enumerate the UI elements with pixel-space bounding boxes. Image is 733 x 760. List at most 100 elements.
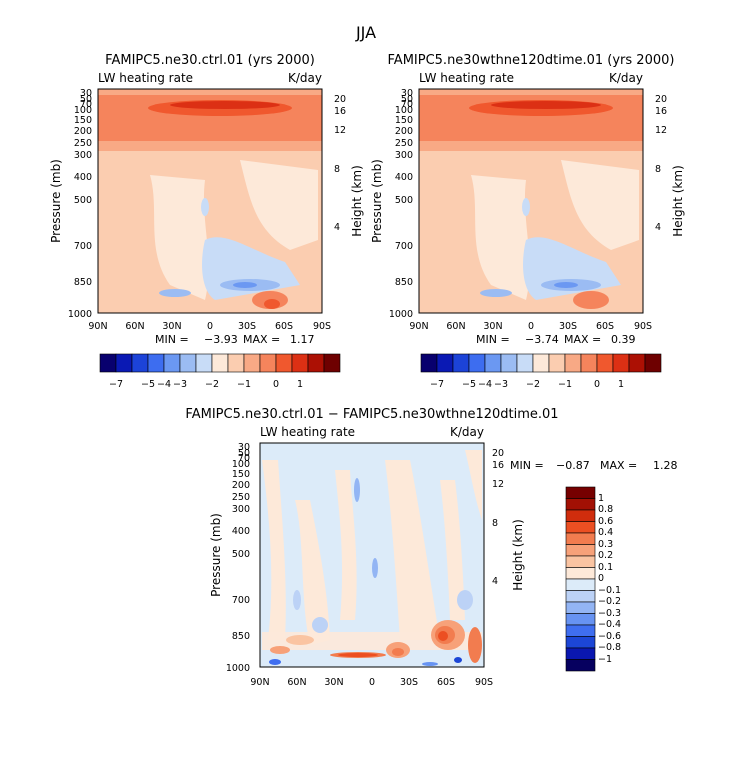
y2-ticks: 20 16 12 8 4 xyxy=(655,94,667,233)
colorbar-swatch xyxy=(596,353,614,373)
colorbar-swatch xyxy=(275,353,293,373)
x-ticks: 90N 60N 30N 0 30S 60S 90S xyxy=(409,321,652,332)
colorbar-swatch xyxy=(436,353,454,373)
y2-tick-label: 8 xyxy=(492,518,498,529)
y-axis-label: Pressure (mb) xyxy=(49,159,63,243)
fill-cool-spot-g xyxy=(454,657,462,663)
y-tick-label: 100 xyxy=(232,459,250,470)
fill-cool-core-c xyxy=(233,282,257,288)
y-ticks: 30 50 70 100 150 200 250 300 400 500 700… xyxy=(389,88,413,320)
fill-cool-spot-a xyxy=(354,478,360,502)
y2-axis-label: Height (km) xyxy=(350,165,364,236)
colorbar-swatch xyxy=(243,353,261,373)
fill-warm-line-core xyxy=(338,653,378,657)
y-tick-label: 400 xyxy=(232,526,250,537)
fill-subtropic-warm xyxy=(573,291,609,309)
y-ticks: 30 50 70 100 150 200 250 300 400 500 700… xyxy=(226,442,250,674)
colorbar-label: −4 xyxy=(157,379,171,390)
x-tick-label: 30S xyxy=(559,321,577,332)
x-tick-label: 60N xyxy=(125,321,144,332)
y2-tick-label: 4 xyxy=(492,576,498,587)
colorbar-label: 0 xyxy=(273,379,279,390)
colorbar-label: −0.6 xyxy=(598,631,621,642)
colorbar-labels: −7 −5 −4 −3 −2 −1 0 1 xyxy=(109,379,303,390)
fill-mid-light xyxy=(150,175,209,300)
fill-warm-band-d xyxy=(385,460,440,640)
y-tick-label: 50 xyxy=(80,94,92,105)
y-tick-label: 850 xyxy=(395,277,413,288)
colorbar-swatch xyxy=(323,353,341,373)
y2-tick-label: 20 xyxy=(655,94,667,105)
y-tick-label: 500 xyxy=(232,549,250,560)
colorbar-label: −2 xyxy=(205,379,219,390)
max-label: MAX = xyxy=(564,333,601,346)
colorbar xyxy=(420,353,662,373)
y-tick-label: 50 xyxy=(238,448,250,459)
colorbar-label: 1 xyxy=(598,493,604,504)
colorbar-swatch xyxy=(195,353,213,373)
y-tick-label: 150 xyxy=(395,115,413,126)
y2-tick-label: 12 xyxy=(655,125,667,136)
y-tick-label: 850 xyxy=(232,631,250,642)
y-tick-label: 300 xyxy=(395,150,413,161)
panel-title: FAMIPC5.ne30.ctrl.01 (yrs 2000) xyxy=(105,53,315,68)
fill-upper-cool xyxy=(201,198,209,216)
y-tick-label: 70 xyxy=(238,453,250,464)
x-tick-label: 30N xyxy=(483,321,502,332)
colorbar-swatch xyxy=(565,624,596,637)
y-tick-label: 250 xyxy=(232,492,250,503)
y-tick-label: 70 xyxy=(401,99,413,110)
max-label: MAX = xyxy=(600,459,637,472)
colorbar-label: −3 xyxy=(173,379,187,390)
x-tick-label: 90S xyxy=(634,321,652,332)
fill-cool-core-b xyxy=(480,289,512,297)
colorbar-swatch xyxy=(628,353,646,373)
colorbar-swatch xyxy=(565,544,596,557)
colorbar-swatch xyxy=(516,353,534,373)
y2-tick-label: 8 xyxy=(334,164,340,175)
colorbar-label: 0 xyxy=(598,573,604,584)
y-tick-label: 700 xyxy=(74,241,92,252)
x-tick-label: 30N xyxy=(162,321,181,332)
colorbar-swatch xyxy=(565,532,596,545)
y2-tick-label: 16 xyxy=(492,460,504,471)
colorbar-swatch xyxy=(163,353,181,373)
y2-tick-label: 4 xyxy=(334,222,340,233)
colorbar xyxy=(99,353,341,373)
colorbar-swatch xyxy=(452,353,470,373)
right-label: K/day xyxy=(609,71,643,85)
colorbar-swatch xyxy=(211,353,229,373)
y-tick-label: 500 xyxy=(395,195,413,206)
plot-area: 90N 60N 30N 0 30S 60S 90S 30 50 70 100 1… xyxy=(209,442,678,688)
colorbar-label: −0.2 xyxy=(598,596,621,607)
fill-cool-core-b xyxy=(159,289,191,297)
panel-title: FAMIPC5.ne30.ctrl.01 − FAMIPC5.ne30wthne… xyxy=(185,407,558,422)
panel-difference: FAMIPC5.ne30.ctrl.01 − FAMIPC5.ne30wthne… xyxy=(185,407,677,688)
colorbar-label: −0.4 xyxy=(598,619,621,630)
colorbar-label: −7 xyxy=(430,379,444,390)
fill-tropical-min xyxy=(491,101,601,109)
y-tick-label: 300 xyxy=(232,504,250,515)
colorbar-swatch xyxy=(420,353,438,373)
fill-warm-lower xyxy=(262,632,482,650)
y-tick-label: 200 xyxy=(232,480,250,491)
y-tick-label: 850 xyxy=(74,277,92,288)
colorbar-swatch xyxy=(644,353,662,373)
colorbar-swatch xyxy=(227,353,245,373)
right-label: K/day xyxy=(288,71,322,85)
colorbar-label: −1 xyxy=(558,379,572,390)
colorbar-label: 1 xyxy=(297,379,303,390)
y2-ticks: 20 16 12 8 4 xyxy=(492,448,504,587)
colorbar-label: −1 xyxy=(237,379,251,390)
colorbar-label: −2 xyxy=(526,379,540,390)
colorbar-swatch xyxy=(565,521,596,534)
left-label: LW heating rate xyxy=(98,71,193,85)
y-tick-label: 100 xyxy=(395,105,413,116)
y2-tick-label: 16 xyxy=(655,106,667,117)
panel-ctrl: FAMIPC5.ne30.ctrl.01 (yrs 2000) LW heati… xyxy=(49,53,364,390)
x-tick-label: 60S xyxy=(596,321,614,332)
fill-cool-spot-b xyxy=(372,558,378,578)
colorbar-swatch xyxy=(500,353,518,373)
panel-ne120dtime: FAMIPC5.ne30wthne120dtime.01 (yrs 2000) … xyxy=(370,53,685,390)
colorbar-swatch xyxy=(259,353,277,373)
